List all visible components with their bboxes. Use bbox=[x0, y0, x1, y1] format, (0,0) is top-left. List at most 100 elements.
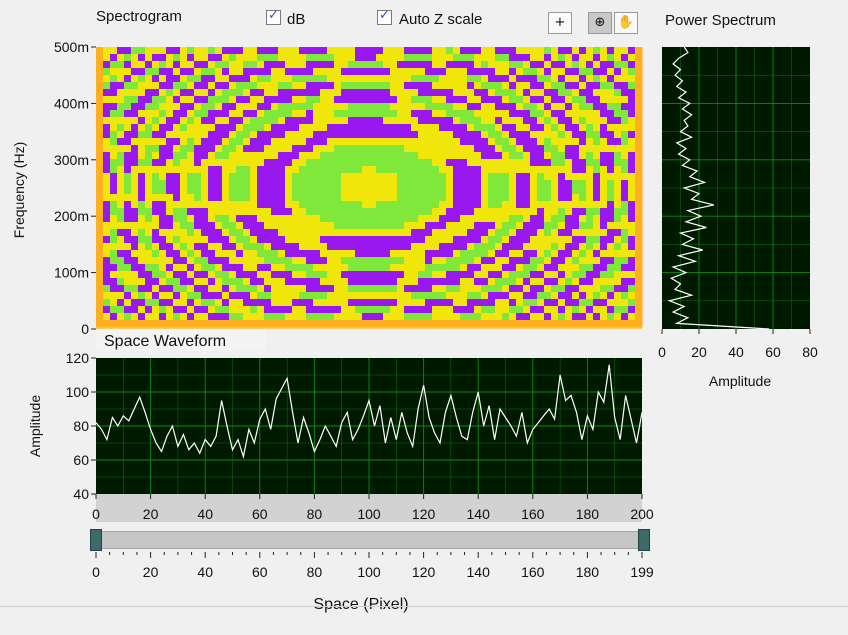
spectrogram-cell bbox=[621, 145, 629, 153]
pan-hand-icon[interactable]: ✋ bbox=[614, 12, 638, 34]
spectrogram-cell bbox=[348, 117, 356, 125]
spectrogram-cell bbox=[460, 96, 468, 104]
crosshair-icon[interactable]: + bbox=[548, 12, 572, 34]
divider bbox=[0, 606, 848, 607]
spectrogram-cell bbox=[103, 180, 111, 188]
spectrogram-cell bbox=[628, 89, 636, 97]
spectrogram-cell bbox=[306, 166, 314, 174]
spectrogram-cell bbox=[432, 110, 440, 118]
spectrogram-cell bbox=[460, 313, 468, 321]
spectrogram-cell bbox=[250, 82, 258, 90]
spectrogram-cell bbox=[453, 250, 461, 258]
spectrogram-cell bbox=[110, 201, 118, 209]
slider-handle-end[interactable] bbox=[638, 529, 650, 551]
spectrogram-cell bbox=[271, 313, 279, 321]
spectrogram-cell bbox=[145, 54, 153, 62]
spectrogram-cell bbox=[159, 236, 167, 244]
zoom-icon[interactable]: ⊕ bbox=[588, 12, 612, 34]
spectrogram-cell bbox=[474, 215, 482, 223]
spectrogram-cell bbox=[432, 306, 440, 314]
spectrogram-cell bbox=[222, 47, 230, 55]
spectrogram-cell bbox=[579, 110, 587, 118]
spectrogram-cell bbox=[327, 222, 335, 230]
spectrogram-cell bbox=[222, 138, 230, 146]
spectrogram-cell bbox=[390, 145, 398, 153]
spectrogram-cell bbox=[523, 229, 531, 237]
db-checkbox[interactable] bbox=[266, 8, 281, 25]
slider-handle-start[interactable] bbox=[90, 529, 102, 551]
spectrogram-cell bbox=[313, 159, 321, 167]
spectrogram-cell bbox=[138, 243, 146, 251]
spectrogram-cell bbox=[579, 229, 587, 237]
spectrogram-cell bbox=[481, 89, 489, 97]
spectrogram-cell bbox=[187, 271, 195, 279]
spectrogram-cell bbox=[166, 257, 174, 265]
spectrogram-cell bbox=[509, 166, 517, 174]
spectrogram-cell bbox=[383, 187, 391, 195]
spectrogram-cell bbox=[558, 138, 566, 146]
spectrogram-cell bbox=[425, 285, 433, 293]
spectrogram-cell bbox=[614, 138, 622, 146]
space-xlabel: Space (Pixel) bbox=[313, 596, 408, 613]
spectrogram-cell bbox=[103, 201, 111, 209]
spectrogram-cell bbox=[369, 131, 377, 139]
spectrogram-cell bbox=[411, 257, 419, 265]
spectrogram-cell bbox=[152, 110, 160, 118]
spectrogram-cell bbox=[516, 208, 524, 216]
spectrogram-cell bbox=[187, 208, 195, 216]
spectrogram-cell bbox=[173, 194, 181, 202]
spectrogram-cell bbox=[369, 292, 377, 300]
spectrogram-cell bbox=[96, 173, 104, 181]
spectrogram-cell bbox=[614, 187, 622, 195]
spectrogram-cell bbox=[446, 166, 454, 174]
spectrogram-cell bbox=[208, 250, 216, 258]
power-spectrum-plot[interactable] bbox=[662, 46, 810, 330]
range-slider[interactable] bbox=[90, 529, 650, 551]
autoz-checkbox[interactable] bbox=[377, 8, 392, 25]
spectrogram-cell bbox=[362, 54, 370, 62]
space-waveform-xtick-label: 160 bbox=[521, 506, 545, 522]
spectrogram-cell bbox=[467, 54, 475, 62]
slider-tick-label: 120 bbox=[412, 564, 436, 580]
spectrogram-cell bbox=[145, 257, 153, 265]
spectrogram-title: Spectrogram bbox=[96, 8, 182, 25]
spectrogram-cell bbox=[376, 250, 384, 258]
space-waveform-plot[interactable] bbox=[95, 358, 643, 494]
spectrogram-cell bbox=[348, 61, 356, 69]
spectrogram-cell bbox=[285, 159, 293, 167]
spectrogram-cell bbox=[208, 264, 216, 272]
spectrogram-cell bbox=[285, 131, 293, 139]
spectrogram-cell bbox=[369, 145, 377, 153]
spectrogram-cell bbox=[348, 96, 356, 104]
spectrogram-cell bbox=[593, 292, 601, 300]
spectrogram-cell bbox=[243, 152, 251, 160]
spectrogram-cell bbox=[257, 166, 265, 174]
spectrogram-cell bbox=[215, 236, 223, 244]
spectrogram-cell bbox=[264, 82, 272, 90]
spectrogram-cell bbox=[390, 187, 398, 195]
spectrogram-cell bbox=[628, 117, 636, 125]
spectrogram-cell bbox=[607, 103, 615, 111]
spectrogram-cell bbox=[152, 313, 160, 321]
spectrogram-cell bbox=[194, 229, 202, 237]
spectrogram-cell bbox=[404, 194, 412, 202]
spectrogram-cell bbox=[278, 271, 286, 279]
spectrogram-cell bbox=[530, 243, 538, 251]
spectrogram-cell bbox=[467, 320, 475, 328]
spectrogram-cell bbox=[138, 264, 146, 272]
spectrogram-cell bbox=[565, 117, 573, 125]
spectrogram-cell bbox=[341, 61, 349, 69]
spectrogram-cell bbox=[215, 96, 223, 104]
spectrogram-cell bbox=[362, 131, 370, 139]
spectrogram-cell bbox=[187, 250, 195, 258]
spectrogram-cell bbox=[222, 285, 230, 293]
spectrogram-cell bbox=[607, 313, 615, 321]
spectrogram-cell bbox=[558, 54, 566, 62]
spectrogram-cell bbox=[327, 292, 335, 300]
spectrogram-plot[interactable] bbox=[96, 47, 643, 329]
spectrogram-cell bbox=[369, 257, 377, 265]
spectrogram-cell bbox=[180, 131, 188, 139]
slider-track[interactable] bbox=[96, 531, 644, 549]
spectrogram-cell bbox=[222, 96, 230, 104]
spectrogram-cell bbox=[537, 173, 545, 181]
